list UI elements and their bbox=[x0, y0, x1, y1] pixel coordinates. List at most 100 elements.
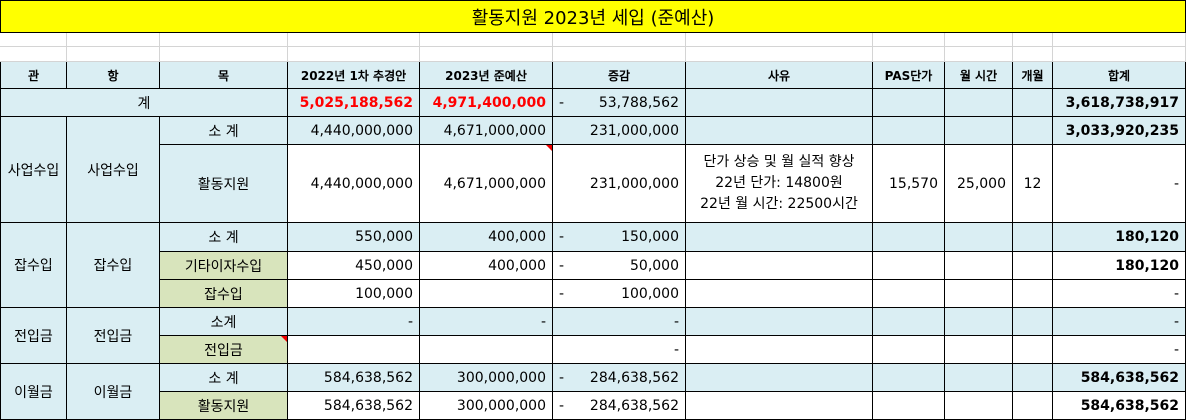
monthly-hours bbox=[945, 280, 1013, 308]
months bbox=[1013, 308, 1053, 336]
prev-budget bbox=[288, 336, 420, 364]
category-gwan: 사업수입 bbox=[0, 117, 67, 223]
cell bbox=[873, 89, 945, 117]
column-header: 2022년 1차 추경안 bbox=[288, 62, 420, 89]
cell-text: - bbox=[559, 369, 565, 386]
column-header: 목 bbox=[160, 62, 288, 89]
cell-text: - bbox=[559, 257, 565, 274]
months bbox=[1013, 252, 1053, 280]
sum: - bbox=[1053, 145, 1186, 223]
sum: 584,638,562 bbox=[1053, 392, 1186, 420]
column-header: 2023년 준예산 bbox=[420, 62, 553, 89]
cell-text: 단가 상승 및 월 실적 향상 bbox=[703, 154, 855, 170]
empty-cell bbox=[420, 47, 553, 62]
prev-budget: 450,000 bbox=[288, 252, 420, 280]
category-hang: 이월금 bbox=[67, 364, 160, 420]
pas-rate bbox=[873, 117, 945, 145]
cell-text: 53,788,562 bbox=[598, 94, 679, 111]
item-name: 소 계 bbox=[160, 223, 288, 252]
empty-cell bbox=[1053, 33, 1186, 47]
reason bbox=[686, 117, 873, 145]
monthly-hours bbox=[945, 336, 1013, 364]
sum: 584,638,562 bbox=[1053, 364, 1186, 392]
curr-budget: 300,000,000 bbox=[420, 364, 553, 392]
reason bbox=[686, 336, 873, 364]
cell-text: 284,638,562 bbox=[589, 369, 679, 386]
empty-cell bbox=[0, 33, 67, 47]
column-header: 합계 bbox=[1053, 62, 1186, 89]
column-header: 항 bbox=[67, 62, 160, 89]
category-hang: 사업수입 bbox=[67, 117, 160, 223]
category-hang: 잡수입 bbox=[67, 223, 160, 308]
category-gwan: 이월금 bbox=[0, 364, 67, 420]
prev-budget: - bbox=[288, 308, 420, 336]
difference: - 284,638,562 bbox=[553, 392, 686, 420]
empty-cell bbox=[686, 33, 873, 47]
cell-text: - bbox=[559, 229, 565, 245]
prev-budget: 550,000 bbox=[288, 223, 420, 252]
monthly-hours bbox=[945, 364, 1013, 392]
cell-text: - bbox=[559, 285, 565, 302]
prev-budget: 4,440,000,000 bbox=[288, 117, 420, 145]
cell bbox=[945, 89, 1013, 117]
column-header: 월 시간 bbox=[945, 62, 1013, 89]
item-name: 소 계 bbox=[160, 364, 288, 392]
reason bbox=[686, 252, 873, 280]
item-name: 소 계 bbox=[160, 117, 288, 145]
column-header: PAS단가 bbox=[873, 62, 945, 89]
sum: 180,120 bbox=[1053, 252, 1186, 280]
empty-cell bbox=[288, 33, 420, 47]
empty-cell bbox=[945, 33, 1013, 47]
sum: 180,120 bbox=[1053, 223, 1186, 252]
item-name: 활동지원 bbox=[160, 392, 288, 420]
reason: 단가 상승 및 월 실적 향상 22년 단가: 14800원 22년 월 시간: 2… bbox=[686, 145, 873, 223]
prev-budget: 584,638,562 bbox=[288, 364, 420, 392]
curr-budget: - bbox=[420, 308, 553, 336]
prev-budget: 4,440,000,000 bbox=[288, 145, 420, 223]
difference: - bbox=[553, 336, 686, 364]
total-sum: 3,618,738,917 bbox=[1053, 89, 1186, 117]
empty-cell bbox=[67, 33, 160, 47]
monthly-hours bbox=[945, 308, 1013, 336]
empty-cell bbox=[1053, 47, 1186, 62]
difference: - bbox=[553, 308, 686, 336]
months bbox=[1013, 280, 1053, 308]
curr-budget: 400,000 bbox=[420, 252, 553, 280]
curr-budget: 4,671,000,000 bbox=[420, 145, 553, 223]
empty-cell bbox=[160, 33, 288, 47]
pas-rate bbox=[873, 364, 945, 392]
column-header: 증감 bbox=[553, 62, 686, 89]
empty-cell bbox=[420, 33, 553, 47]
item-name: 활동지원 bbox=[160, 145, 288, 223]
category-gwan: 전입금 bbox=[0, 308, 67, 364]
curr-budget: 300,000,000 bbox=[420, 392, 553, 420]
pas-rate bbox=[873, 392, 945, 420]
prev-budget: 584,638,562 bbox=[288, 392, 420, 420]
cell-text: 22년 단가: 14800원 bbox=[715, 175, 843, 191]
empty-cell bbox=[67, 47, 160, 62]
monthly-hours bbox=[945, 117, 1013, 145]
reason bbox=[686, 223, 873, 252]
cell-text: - bbox=[559, 94, 565, 111]
cell bbox=[1013, 89, 1053, 117]
difference: - 150,000 bbox=[553, 223, 686, 252]
empty-cell bbox=[553, 47, 686, 62]
difference: 231,000,000 bbox=[553, 145, 686, 223]
cell-text: 22년 월 시간: 22500시간 bbox=[700, 196, 858, 212]
category-gwan: 잡수입 bbox=[0, 223, 67, 308]
pas-rate bbox=[873, 336, 945, 364]
months bbox=[1013, 392, 1053, 420]
total-diff: - 53,788,562 bbox=[553, 89, 686, 117]
months: 12 bbox=[1013, 145, 1053, 223]
months bbox=[1013, 364, 1053, 392]
empty-cell bbox=[1013, 33, 1053, 47]
difference: - 100,000 bbox=[553, 280, 686, 308]
pas-rate: 15,570 bbox=[873, 145, 945, 223]
difference: 231,000,000 bbox=[553, 117, 686, 145]
item-name: 전입금 bbox=[160, 336, 288, 364]
empty-cell bbox=[160, 47, 288, 62]
monthly-hours bbox=[945, 392, 1013, 420]
category-hang: 전입금 bbox=[67, 308, 160, 364]
empty-cell bbox=[873, 33, 945, 47]
